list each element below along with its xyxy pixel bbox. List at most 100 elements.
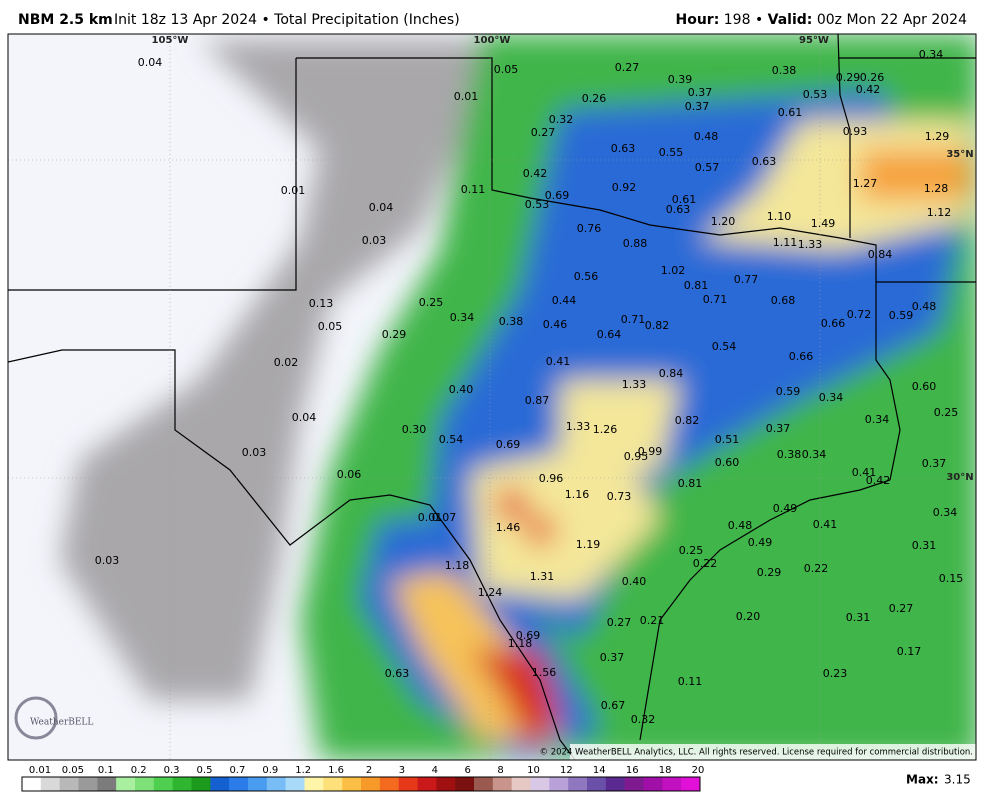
precip-label: 0.27 bbox=[615, 61, 640, 74]
precip-label: 0.26 bbox=[582, 92, 607, 105]
precip-label: 0.23 bbox=[823, 667, 848, 680]
legend-tick-label: 14 bbox=[593, 765, 606, 776]
legend-swatch bbox=[304, 777, 324, 791]
legend-tick-label: 0.7 bbox=[229, 765, 245, 776]
legend-tick-label: 20 bbox=[692, 765, 705, 776]
precip-label: 0.55 bbox=[659, 146, 684, 159]
precip-label: 0.99 bbox=[638, 445, 663, 458]
map-frame bbox=[7, 33, 977, 761]
legend-tick-label: 18 bbox=[659, 765, 672, 776]
precip-label: 0.81 bbox=[678, 477, 703, 490]
legend-tick-label: 12 bbox=[560, 765, 573, 776]
precip-label: 0.37 bbox=[688, 86, 713, 99]
legend-tick-label: 2 bbox=[366, 765, 372, 776]
precip-label: 0.04 bbox=[292, 411, 317, 424]
precip-label: 0.48 bbox=[694, 130, 719, 143]
legend-swatch bbox=[643, 777, 663, 791]
logo: WeatherBELL bbox=[14, 696, 93, 740]
precip-label: 0.34 bbox=[450, 311, 475, 324]
precip-label: 1.49 bbox=[811, 217, 836, 230]
precip-label: 0.46 bbox=[543, 318, 568, 331]
precip-label: 0.42 bbox=[523, 167, 548, 180]
valid-info: Hour: 198 • Valid: 00z Mon 22 Apr 2024 bbox=[676, 12, 968, 28]
precip-label: 0.66 bbox=[789, 350, 814, 363]
precip-label: 0.01 bbox=[418, 511, 443, 524]
legend-swatch bbox=[210, 777, 230, 791]
legend-swatch bbox=[662, 777, 682, 791]
grid-label: 30°N bbox=[946, 472, 973, 483]
precip-label: 0.59 bbox=[889, 309, 914, 322]
title: NBM 2.5 km bbox=[18, 12, 113, 28]
precip-label: 0.21 bbox=[640, 614, 665, 627]
precip-label: 0.41 bbox=[813, 518, 838, 531]
precip-label: 0.22 bbox=[693, 557, 718, 570]
precip-label: 0.92 bbox=[612, 181, 637, 194]
precip-label: 1.29 bbox=[925, 130, 950, 143]
precip-label: 0.26 bbox=[860, 71, 885, 84]
precip-label: 0.15 bbox=[939, 572, 964, 585]
precip-label: 0.29 bbox=[757, 566, 782, 579]
precip-label: 0.07 bbox=[432, 511, 457, 524]
precip-label: 0.27 bbox=[607, 616, 632, 629]
hour: 198 • bbox=[724, 12, 763, 28]
precip-label: 0.69 bbox=[545, 189, 570, 202]
legend-tick-label: 0.3 bbox=[164, 765, 180, 776]
precip-label: 0.49 bbox=[748, 536, 773, 549]
precip-label: 0.27 bbox=[531, 126, 556, 139]
precip-label: 0.61 bbox=[672, 193, 697, 206]
legend-swatch bbox=[417, 777, 437, 791]
precip-label: 0.87 bbox=[525, 394, 550, 407]
precip-label: 0.71 bbox=[703, 293, 728, 306]
legend-swatch bbox=[248, 777, 268, 791]
legend-swatch bbox=[342, 777, 362, 791]
legend-swatch bbox=[605, 777, 625, 791]
legend-tick-label: 3 bbox=[399, 765, 405, 776]
precip-label: 1.56 bbox=[532, 666, 557, 679]
legend-swatch bbox=[135, 777, 155, 791]
copyright-bg bbox=[570, 744, 976, 760]
legend-tick-label: 6 bbox=[465, 765, 471, 776]
precip-label: 1.19 bbox=[576, 538, 601, 551]
precip-label: 0.41 bbox=[546, 355, 571, 368]
precip-label: 1.26 bbox=[593, 423, 618, 436]
precip-label: 0.20 bbox=[736, 610, 761, 623]
precip-label: 0.57 bbox=[695, 161, 720, 174]
precip-label: 0.71 bbox=[621, 313, 646, 326]
legend-swatch bbox=[681, 777, 701, 791]
max-value: 3.15 bbox=[944, 773, 971, 787]
precip-label: 0.69 bbox=[516, 629, 541, 642]
precip-label: 0.42 bbox=[856, 83, 881, 96]
precip-label: 1.33 bbox=[622, 378, 647, 391]
precip-label: 0.32 bbox=[631, 713, 656, 726]
legend-swatch bbox=[22, 777, 42, 791]
precip-label: 0.82 bbox=[645, 319, 670, 332]
precip-label: 0.51 bbox=[715, 433, 740, 446]
precip-label: 0.04 bbox=[138, 56, 163, 69]
legend-tick-label: 0.05 bbox=[62, 765, 84, 776]
precip-label: 0.59 bbox=[776, 385, 801, 398]
precip-label: 0.76 bbox=[577, 222, 602, 235]
valid-label: Valid: bbox=[768, 12, 813, 28]
precip-label: 0.60 bbox=[715, 456, 740, 469]
legend-swatch bbox=[116, 777, 136, 791]
precip-label: 0.63 bbox=[611, 142, 636, 155]
legend-swatch bbox=[191, 777, 211, 791]
legend-swatch bbox=[323, 777, 343, 791]
precip-label: 1.10 bbox=[767, 210, 792, 223]
precip-label: 0.05 bbox=[494, 63, 519, 76]
precip-label: 0.63 bbox=[752, 155, 777, 168]
precip-label: 0.40 bbox=[449, 383, 474, 396]
legend-swatch bbox=[624, 777, 644, 791]
precip-label: 0.02 bbox=[274, 356, 299, 369]
precip-label: 0.96 bbox=[539, 472, 564, 485]
precip-label: 0.38 bbox=[777, 448, 802, 461]
precip-label: 0.44 bbox=[552, 294, 577, 307]
precip-label: 0.54 bbox=[439, 433, 464, 446]
max-label: Max: bbox=[906, 773, 939, 787]
precip-label: 0.04 bbox=[369, 201, 394, 214]
legend-swatch bbox=[474, 777, 494, 791]
precip-label: 0.30 bbox=[402, 423, 427, 436]
legend-swatch bbox=[455, 777, 475, 791]
init: Init 18z 13 Apr 2024 • Total Precipitati… bbox=[114, 12, 460, 28]
legend-tick-label: 0.9 bbox=[262, 765, 278, 776]
